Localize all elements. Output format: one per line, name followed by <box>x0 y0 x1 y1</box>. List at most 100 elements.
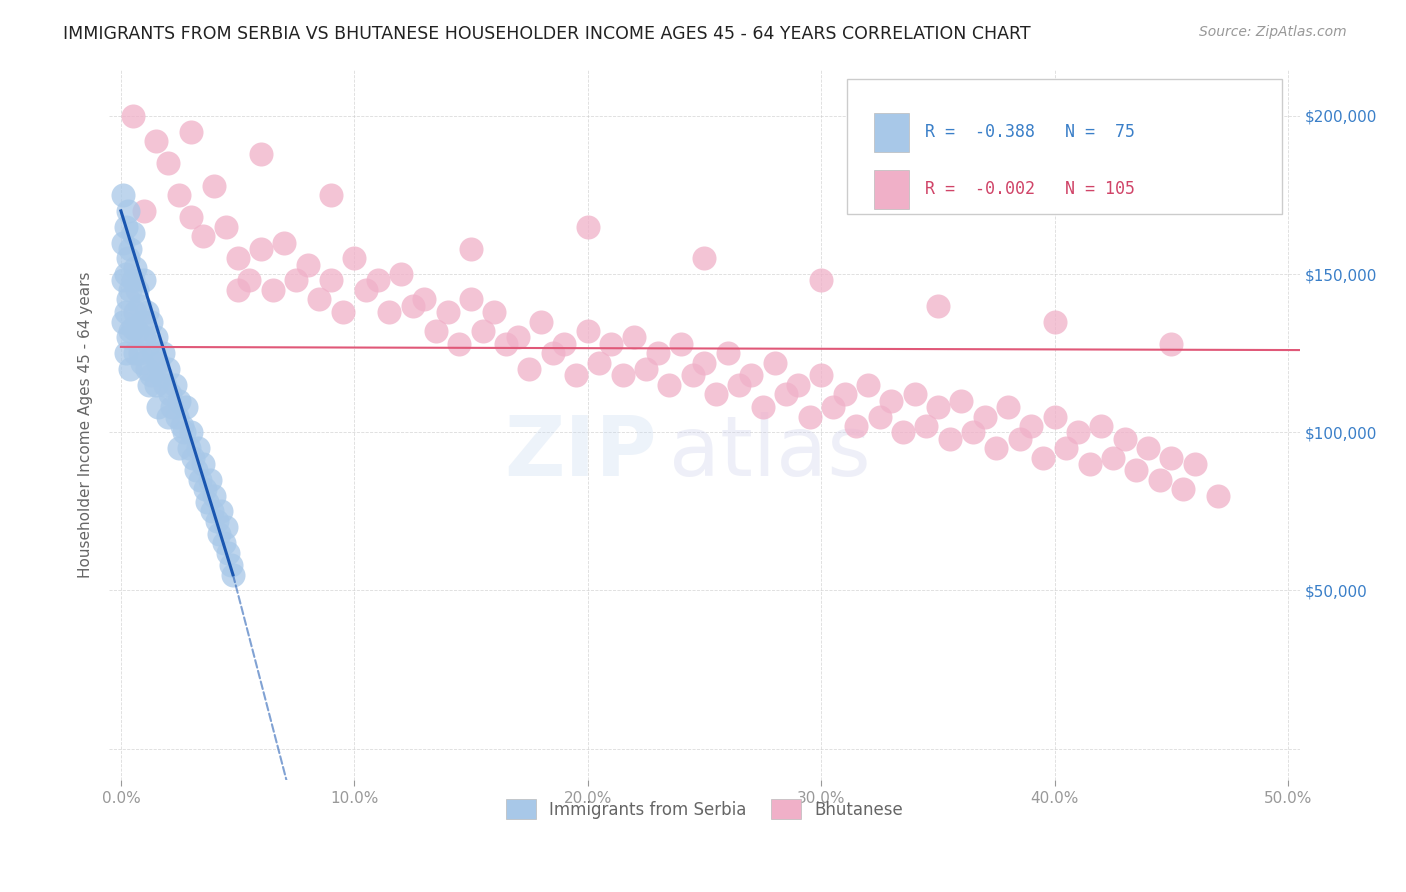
Point <box>297 258 319 272</box>
Bar <box>873 112 910 152</box>
Point <box>915 419 938 434</box>
Point <box>131 315 153 329</box>
Point <box>120 362 142 376</box>
Point <box>128 346 150 360</box>
Point <box>658 377 681 392</box>
Point <box>506 330 529 344</box>
Point <box>142 346 165 360</box>
Point <box>354 283 377 297</box>
Point <box>553 336 575 351</box>
Point <box>170 419 193 434</box>
Point <box>149 368 172 383</box>
Point <box>647 346 669 360</box>
Point <box>173 425 195 440</box>
Point <box>460 293 482 307</box>
Point <box>378 305 401 319</box>
Text: R =  -0.388   N =  75: R = -0.388 N = 75 <box>925 123 1135 141</box>
Point <box>191 229 214 244</box>
Point <box>367 273 389 287</box>
Point <box>117 203 139 218</box>
Point <box>184 463 207 477</box>
Point <box>810 273 832 287</box>
Point <box>938 432 960 446</box>
Point <box>775 387 797 401</box>
Point <box>449 336 471 351</box>
Point <box>250 147 273 161</box>
Point <box>138 377 160 392</box>
Text: R =  -0.002   N = 105: R = -0.002 N = 105 <box>925 180 1135 198</box>
Point <box>669 336 692 351</box>
Point <box>180 125 202 139</box>
Point <box>786 377 808 392</box>
Point <box>202 489 225 503</box>
Point <box>124 346 146 360</box>
Point <box>145 330 167 344</box>
Point <box>169 188 191 202</box>
Point <box>145 134 167 148</box>
Point <box>845 419 868 434</box>
Point <box>973 409 995 424</box>
Point <box>250 242 273 256</box>
Bar <box>873 169 910 209</box>
Point <box>1149 473 1171 487</box>
Legend: Immigrants from Serbia, Bhutanese: Immigrants from Serbia, Bhutanese <box>499 793 910 825</box>
Point <box>927 400 949 414</box>
Point <box>195 495 218 509</box>
Point <box>162 400 184 414</box>
Point <box>763 356 786 370</box>
Point <box>343 252 366 266</box>
Point <box>704 387 727 401</box>
Point <box>194 482 217 496</box>
Point <box>114 305 136 319</box>
Point <box>198 473 221 487</box>
Point <box>1160 336 1182 351</box>
Point <box>114 346 136 360</box>
Point <box>471 324 494 338</box>
Point <box>117 293 139 307</box>
Point <box>308 293 330 307</box>
Point <box>728 377 751 392</box>
Point <box>576 324 599 338</box>
Point <box>612 368 634 383</box>
Point <box>156 156 179 170</box>
Point <box>1090 419 1112 434</box>
Point <box>986 441 1008 455</box>
Point <box>682 368 704 383</box>
Point <box>1102 450 1125 465</box>
Point <box>114 219 136 234</box>
Point <box>159 387 181 401</box>
Point <box>131 356 153 370</box>
Point <box>208 526 231 541</box>
Point <box>799 409 821 424</box>
Point <box>1008 432 1031 446</box>
Point <box>114 267 136 281</box>
Point <box>810 368 832 383</box>
Point <box>155 377 177 392</box>
Point <box>402 299 425 313</box>
Point <box>273 235 295 250</box>
Point <box>134 203 156 218</box>
Point <box>856 377 879 392</box>
Point <box>191 457 214 471</box>
Point <box>112 315 135 329</box>
Point <box>1054 441 1077 455</box>
Point <box>740 368 762 383</box>
Point <box>215 219 238 234</box>
Point <box>134 330 156 344</box>
Point <box>1136 441 1159 455</box>
Point <box>285 273 308 287</box>
Point <box>1032 450 1054 465</box>
Point <box>636 362 658 376</box>
Point <box>169 441 191 455</box>
Point <box>188 473 211 487</box>
Point <box>174 400 197 414</box>
Point <box>156 362 179 376</box>
Point <box>124 305 146 319</box>
Point <box>120 283 142 297</box>
Point <box>138 336 160 351</box>
Point <box>112 235 135 250</box>
Point <box>169 393 191 408</box>
Point <box>156 409 179 424</box>
Point <box>1078 457 1101 471</box>
Point <box>187 441 209 455</box>
